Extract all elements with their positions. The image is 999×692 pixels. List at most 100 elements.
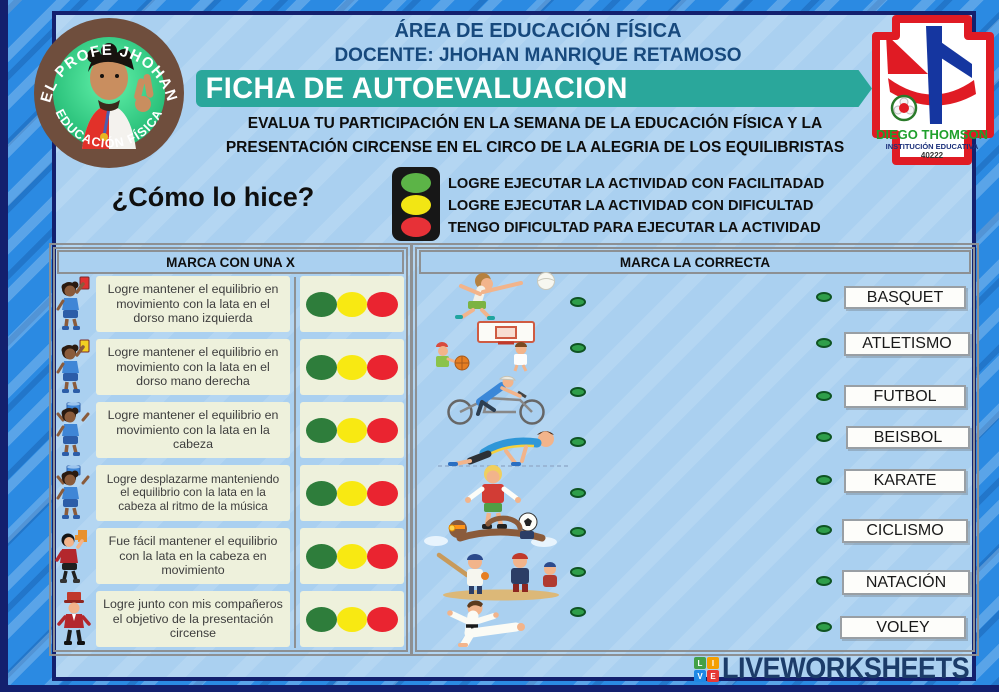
yellow-choice[interactable] <box>336 543 368 569</box>
activity-text: Logre mantener el equilibrio en movimien… <box>96 339 290 395</box>
red-choice[interactable] <box>367 291 399 317</box>
traffic-light-icon <box>392 167 440 241</box>
traffic-choice-row-6 <box>300 591 404 647</box>
green-choice[interactable] <box>306 606 337 632</box>
school-code: 40222 <box>921 151 944 160</box>
join-dot-image-2[interactable] <box>570 343 586 353</box>
traffic-red-icon <box>401 217 431 237</box>
area-title: ÁREA DE EDUCACIÓN FÍSICA <box>394 20 682 42</box>
legend: LOGRE EJECUTAR LA ACTIVIDAD CON FACILITA… <box>448 173 824 239</box>
right-table-header: MARCA LA CORRECTA <box>419 250 971 274</box>
red-choice[interactable] <box>367 543 399 569</box>
activity-text: Logre desplazarme manteniendo el equilib… <box>96 465 290 521</box>
yellow-choice[interactable] <box>336 417 368 443</box>
traffic-choice-row-1 <box>300 276 404 332</box>
join-dot-image-5[interactable] <box>570 488 586 498</box>
join-dot-image-8[interactable] <box>570 607 586 617</box>
option-natacion: NATACIÓN <box>842 570 970 595</box>
traffic-choice-row-2 <box>300 339 404 395</box>
logo-letter-i: I <box>707 657 719 669</box>
legend-item-red: TENGO DIFICULTAD PARA EJECUTAR LA ACTIVI… <box>448 220 821 236</box>
volleyball-image <box>433 272 563 320</box>
school-name: DIEGO THOMSON <box>876 127 988 142</box>
row-figure-girl-yellow-card <box>55 339 93 395</box>
sprinter-image <box>418 426 578 468</box>
option-beisbol: BEISBOL <box>846 426 970 449</box>
traffic-choice-row-4 <box>300 465 404 521</box>
row-figure-ringmaster <box>55 591 93 647</box>
green-choice[interactable] <box>306 291 337 317</box>
option-voley: VOLEY <box>840 616 966 639</box>
liveworksheets-logo-icon: L I V E <box>694 657 719 682</box>
red-choice[interactable] <box>367 417 399 443</box>
baseball-image <box>423 549 573 601</box>
banner-title: FICHA DE AUTOEVALUACION <box>205 72 628 105</box>
activity-text: Logre mantener el equilibrio en movimien… <box>96 276 290 332</box>
title-banner: FICHA DE AUTOEVALUACION <box>196 70 872 107</box>
yellow-choice[interactable] <box>336 606 368 632</box>
activity-text: Fue fácil mantener el equilibrio con la … <box>96 528 290 584</box>
left-table-divider <box>294 277 296 648</box>
join-dot-image-4[interactable] <box>570 437 586 447</box>
option-futbol: FUTBOL <box>844 385 966 408</box>
row-figure-girl-can <box>55 402 93 458</box>
self-eval-table <box>49 243 412 656</box>
join-dot-option-2[interactable] <box>816 338 832 348</box>
row-figure-girl-red-card <box>55 276 93 332</box>
legend-item-yellow: LOGRE EJECUTAR LA ACTIVIDAD CON DIFICULT… <box>448 198 814 214</box>
green-choice[interactable] <box>306 417 337 443</box>
activity-text: Logre junto con mis compañeros el objeti… <box>96 591 290 647</box>
join-dot-image-3[interactable] <box>570 387 586 397</box>
join-dot-option-8[interactable] <box>816 622 832 632</box>
school-subtitle: INSTITUCIÓN EDUCATIVA <box>886 142 979 151</box>
join-dot-option-6[interactable] <box>816 525 832 535</box>
logo-letter-e: E <box>707 670 719 682</box>
join-dot-image-1[interactable] <box>570 297 586 307</box>
row-figure-girl-can <box>55 465 93 521</box>
teacher-badge-logo: EL PROFE JHOHAN EDUCACIÓN FÍSICA <box>32 16 186 170</box>
liveworksheets-brand: LIVEWORKSHEETS <box>722 652 970 685</box>
yellow-choice[interactable] <box>336 291 368 317</box>
red-choice[interactable] <box>367 480 399 506</box>
join-dot-option-3[interactable] <box>816 391 832 401</box>
traffic-choice-row-5 <box>300 528 404 584</box>
school-badge-logo: DIEGO THOMSON INSTITUCIÓN EDUCATIVA 4022… <box>866 12 998 168</box>
traffic-green-icon <box>401 173 431 193</box>
join-dot-option-4[interactable] <box>816 432 832 442</box>
join-dot-image-6[interactable] <box>570 527 586 537</box>
worksheet-description: EVALUA TU PARTICIPACIÓN EN LA SEMANA DE … <box>190 112 880 160</box>
description-line-1: EVALUA TU PARTICIPACIÓN EN LA SEMANA DE … <box>247 115 823 132</box>
red-choice[interactable] <box>367 354 399 380</box>
yellow-choice[interactable] <box>336 354 368 380</box>
join-dot-option-5[interactable] <box>816 475 832 485</box>
join-dot-image-7[interactable] <box>570 567 586 577</box>
teacher-line: DOCENTE: JHOHAN MANRIQUE RETAMOSO <box>334 45 742 66</box>
traffic-yellow-icon <box>401 195 431 215</box>
activity-text: Logre mantener el equilibrio en movimien… <box>96 402 290 458</box>
description-line-2: PRESENTACIÓN CIRCENSE EN EL CIRCO DE LA … <box>225 139 845 156</box>
option-atletismo: ATLETISMO <box>844 332 970 356</box>
cycling-image <box>420 370 575 425</box>
yellow-choice[interactable] <box>336 480 368 506</box>
join-dot-option-7[interactable] <box>816 576 832 586</box>
green-choice[interactable] <box>306 543 337 569</box>
traffic-choice-row-3 <box>300 402 404 458</box>
question-title: ¿Cómo lo hice? <box>111 182 315 212</box>
school-badge-icon: DIEGO THOMSON INSTITUCIÓN EDUCATIVA 4022… <box>872 15 994 165</box>
option-karate: KARATE <box>844 469 966 493</box>
green-choice[interactable] <box>306 354 337 380</box>
teacher-badge-icon: EL PROFE JHOHAN EDUCACIÓN FÍSICA <box>34 18 184 168</box>
karate-image <box>428 597 558 647</box>
row-figure-showman <box>55 528 93 584</box>
swimming-image <box>420 514 560 548</box>
basketball-image <box>420 320 570 372</box>
matching-table <box>411 243 979 656</box>
option-basquet: BASQUET <box>844 286 966 309</box>
green-choice[interactable] <box>306 480 337 506</box>
legend-item-green: LOGRE EJECUTAR LA ACTIVIDAD CON FACILITA… <box>448 176 825 192</box>
option-ciclismo: CICLISMO <box>842 519 968 543</box>
red-choice[interactable] <box>367 606 399 632</box>
logo-letter-l: L <box>694 657 706 669</box>
join-dot-option-1[interactable] <box>816 292 832 302</box>
